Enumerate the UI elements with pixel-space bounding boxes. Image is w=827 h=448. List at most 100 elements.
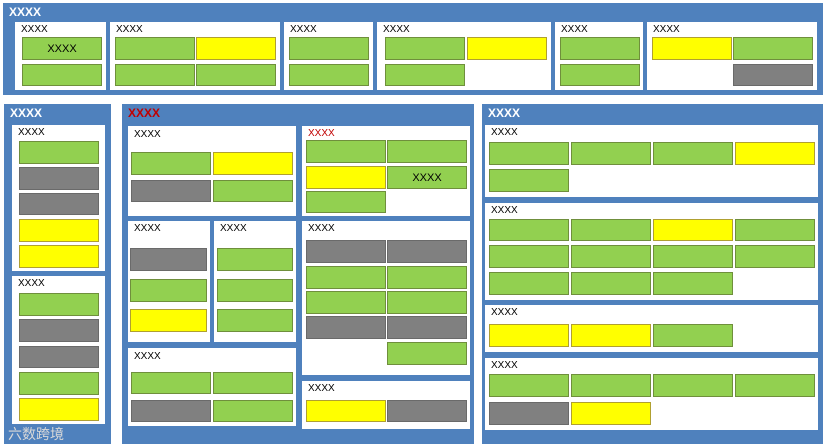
right-group-2-cell-8 xyxy=(735,245,815,268)
middle-group-4: XXXX xyxy=(214,221,296,342)
top-group-2: XXXX xyxy=(110,22,280,90)
left-group-1-cell-5 xyxy=(19,245,99,268)
left-group-1-cell-2 xyxy=(19,167,99,190)
middle-group-1: XXXX xyxy=(128,126,296,216)
right-group-1-cell-5 xyxy=(489,169,569,192)
middle-group-6-cell-4 xyxy=(213,400,293,422)
right-group-1-cell-4 xyxy=(735,142,815,165)
right-group-2-cell-9 xyxy=(489,272,569,295)
middle-group-1-cell-1 xyxy=(131,152,211,175)
middle-group-3-title: XXXX xyxy=(134,223,161,234)
middle-group-5-cell-7 xyxy=(306,316,386,339)
middle-group-5-title: XXXX xyxy=(308,223,335,234)
middle-group-6-title: XXXX xyxy=(134,351,161,362)
middle-group-5-cell-2 xyxy=(387,240,467,263)
watermark: 六数跨境 xyxy=(8,427,64,443)
middle-group-5-cell-3 xyxy=(306,266,386,289)
left-group-1: XXXX xyxy=(12,125,105,271)
top-group-1: XXXX XXXX xyxy=(15,22,106,90)
middle-panel-title: XXXX xyxy=(128,106,161,120)
right-group-3-cell-2 xyxy=(571,324,651,347)
left-group-1-cell-3 xyxy=(19,193,99,215)
middle-group-1-cell-2 xyxy=(213,152,293,175)
left-group-2-cell-3 xyxy=(19,346,99,368)
left-group-2-cell-4 xyxy=(19,372,99,395)
top-group-3-cell-1 xyxy=(289,37,369,60)
right-group-3-cell-3 xyxy=(653,324,733,347)
left-group-2-title: XXXX xyxy=(18,278,45,289)
middle-group-1-cell-4 xyxy=(213,180,293,202)
top-group-6: XXXX xyxy=(647,22,817,90)
right-panel-title: XXXX xyxy=(488,106,521,120)
right-group-2-cell-3 xyxy=(653,219,733,241)
middle-group-7-title: XXXX xyxy=(308,383,335,394)
left-group-2: XXXX xyxy=(12,276,105,424)
middle-group-5-cell-8 xyxy=(387,316,467,339)
middle-group-6-cell-2 xyxy=(213,372,293,394)
left-group-2-cell-1 xyxy=(19,293,99,316)
right-group-4-title: XXXX xyxy=(491,360,518,371)
middle-group-2-cell-5 xyxy=(306,191,386,213)
right-group-3-title: XXXX xyxy=(491,307,518,318)
middle-group-5-cell-6 xyxy=(387,291,467,314)
middle-group-2-cell-3 xyxy=(306,166,386,189)
right-group-2-cell-2 xyxy=(571,219,651,241)
top-group-6-cell-2 xyxy=(733,37,813,60)
top-group-1-title: XXXX xyxy=(21,24,48,35)
middle-group-6-cell-3 xyxy=(131,400,211,422)
right-group-1-cell-1 xyxy=(489,142,569,165)
top-group-4-cell-2 xyxy=(467,37,547,60)
middle-group-4-cell-3 xyxy=(217,309,293,332)
top-group-3: XXXX xyxy=(284,22,373,90)
middle-group-3: XXXX xyxy=(128,221,210,342)
top-group-2-cell-1 xyxy=(115,37,195,60)
right-group-3: XXXX xyxy=(485,305,818,352)
top-group-3-cell-2 xyxy=(289,64,369,86)
left-group-2-cell-2 xyxy=(19,319,99,342)
middle-group-1-cell-3 xyxy=(131,180,211,202)
left-panel-title: XXXX xyxy=(10,106,43,120)
middle-group-2-cell-2 xyxy=(387,140,467,163)
middle-group-5-cell-4 xyxy=(387,266,467,289)
top-group-5-cell-2 xyxy=(560,64,640,86)
top-panel-title: XXXX xyxy=(9,5,42,19)
top-group-5-title: XXXX xyxy=(561,24,588,35)
middle-group-7-cell-2 xyxy=(387,400,467,422)
left-group-1-title: XXXX xyxy=(18,127,45,138)
middle-group-6-cell-1 xyxy=(131,372,211,394)
left-group-2-cell-5 xyxy=(19,398,99,421)
right-group-2-cell-5 xyxy=(489,245,569,268)
top-group-1-cell-2 xyxy=(22,64,102,86)
middle-group-3-cell-2 xyxy=(130,279,207,302)
right-group-2-cell-4 xyxy=(735,219,815,241)
middle-group-1-title: XXXX xyxy=(134,129,161,140)
middle-group-4-cell-1 xyxy=(217,248,293,271)
right-group-2-cell-7 xyxy=(653,245,733,268)
right-group-2-title: XXXX xyxy=(491,205,518,216)
middle-group-7: XXXX xyxy=(302,381,470,429)
right-group-1-title: XXXX xyxy=(491,127,518,138)
middle-group-5: XXXX xyxy=(302,221,470,375)
middle-group-5-cell-9 xyxy=(387,342,467,365)
top-group-4-title: XXXX xyxy=(383,24,410,35)
right-group-4-cell-4 xyxy=(735,374,815,397)
middle-group-6: XXXX xyxy=(128,348,296,426)
top-group-4: XXXX xyxy=(377,22,551,90)
right-group-2-cell-6 xyxy=(571,245,651,268)
right-group-4-cell-6 xyxy=(571,402,651,425)
top-group-6-title: XXXX xyxy=(653,24,680,35)
top-group-5: XXXX xyxy=(555,22,643,90)
middle-group-3-cell-3 xyxy=(130,309,207,332)
right-group-4-cell-5 xyxy=(489,402,569,425)
top-group-3-title: XXXX xyxy=(290,24,317,35)
top-group-2-cell-4 xyxy=(196,64,276,86)
top-group-5-cell-1 xyxy=(560,37,640,60)
right-group-2: XXXX xyxy=(485,203,818,300)
top-group-2-cell-3 xyxy=(115,64,195,86)
middle-group-4-cell-2 xyxy=(217,279,293,302)
top-group-4-cell-3 xyxy=(385,64,465,86)
middle-group-5-cell-1 xyxy=(306,240,386,263)
middle-group-3-cell-1 xyxy=(130,248,207,271)
middle-group-2-title: XXXX xyxy=(308,128,335,139)
left-group-1-cell-1 xyxy=(19,141,99,164)
